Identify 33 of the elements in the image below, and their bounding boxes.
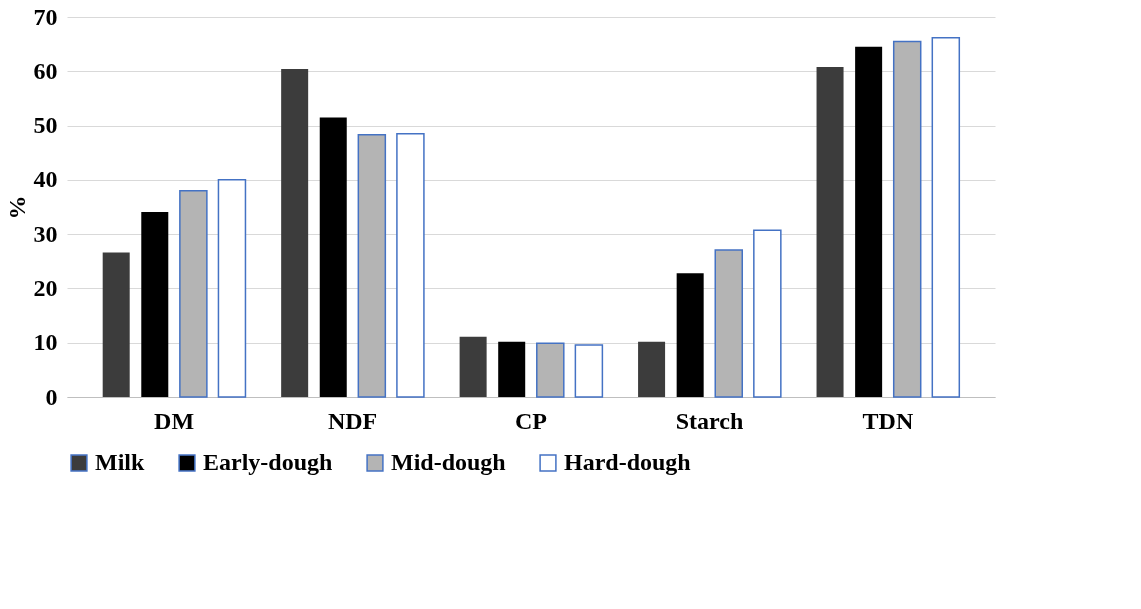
x-tick-label: TDN <box>862 407 914 434</box>
y-tick-label: 50 <box>33 112 58 139</box>
bar <box>816 66 844 397</box>
bar <box>396 132 425 398</box>
bar <box>574 344 604 398</box>
y-tick-label: 20 <box>33 274 58 301</box>
legend-label: Mid-dough <box>391 449 506 475</box>
x-tick-label: Starch <box>675 407 744 434</box>
bar <box>319 117 347 397</box>
bar <box>676 273 704 397</box>
bar <box>931 36 961 398</box>
bar <box>217 179 247 398</box>
bar <box>281 69 309 397</box>
bar <box>638 341 666 397</box>
x-tick-label: NDF <box>327 407 378 434</box>
y-tick-label: 70 <box>33 3 58 30</box>
y-tick-label: 40 <box>33 166 58 193</box>
y-tick-label: 0 <box>45 383 58 410</box>
y-tick-label: 30 <box>33 220 58 247</box>
x-tick-label: CP <box>515 407 547 434</box>
bar <box>459 336 487 397</box>
y-axis-title: % <box>3 195 30 220</box>
y-tick-label: 60 <box>33 57 58 84</box>
legend-label: Early-dough <box>203 449 333 475</box>
bar <box>141 211 169 397</box>
legend-label: Milk <box>95 449 145 475</box>
bar <box>753 229 782 398</box>
bar <box>855 46 883 397</box>
legend-label: Hard-dough <box>564 449 691 475</box>
bar <box>498 341 526 397</box>
bar <box>102 252 130 397</box>
y-tick-label: 10 <box>33 329 58 356</box>
x-tick-label: DM <box>154 407 195 434</box>
